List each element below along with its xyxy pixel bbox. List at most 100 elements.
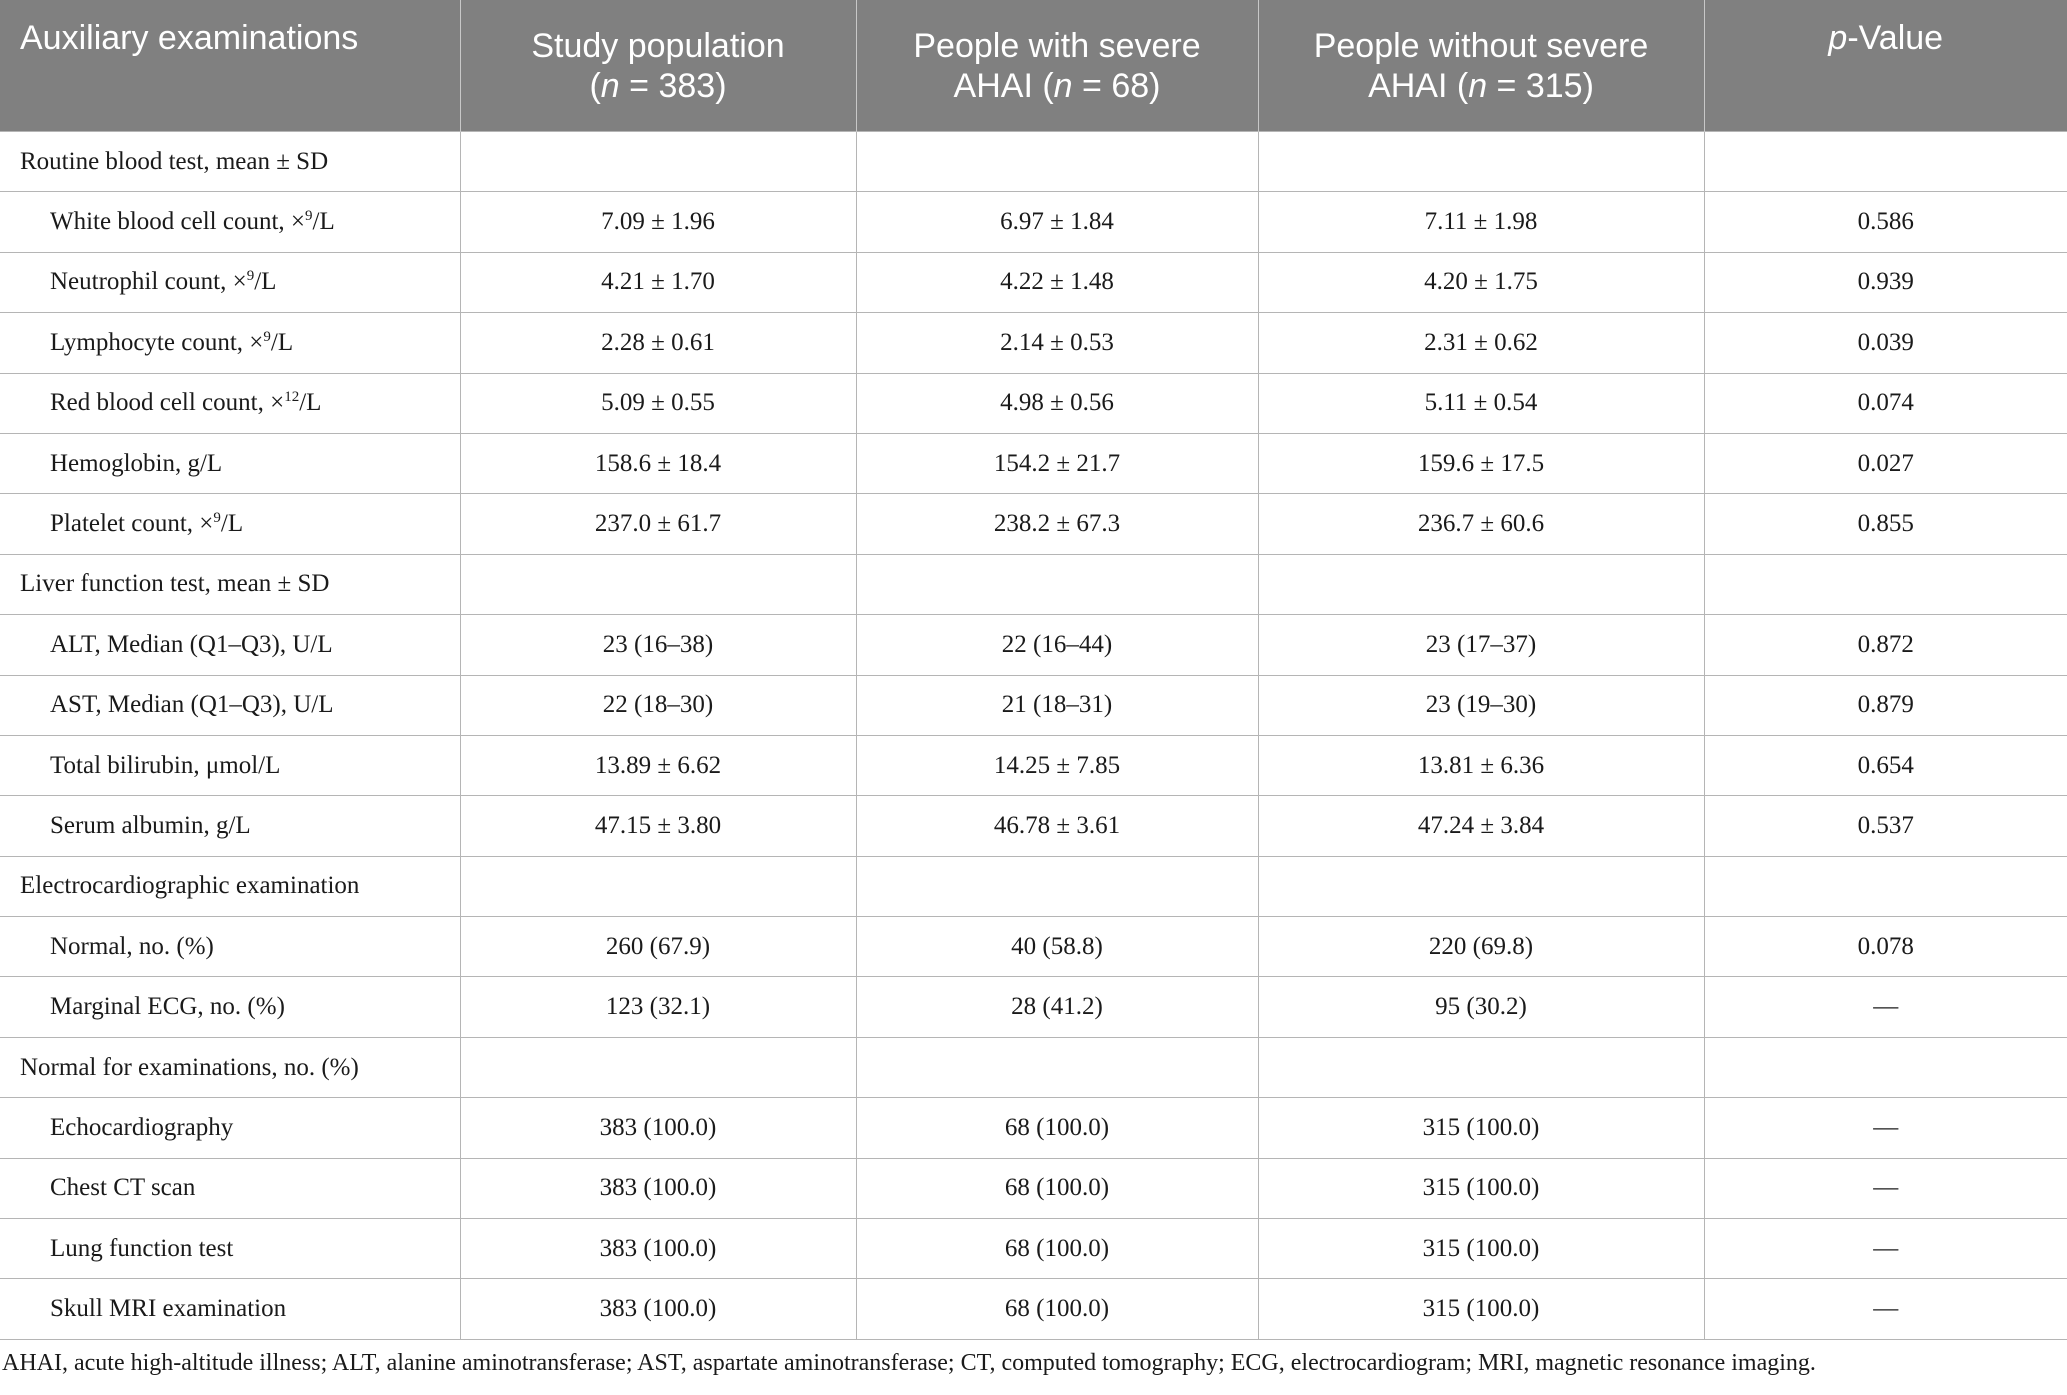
severe-ahai-cell: 68 (100.0) (855, 1157, 1258, 1219)
p-value-cell: 0.039 (1703, 312, 2067, 374)
without-severe-ahai-cell: 7.11 ± 1.98 (1257, 191, 1704, 253)
unit-suffix: /L (312, 208, 335, 236)
table-row: Marginal ECG, no. (%) 123 (32.1) 28 (41.2)… (0, 976, 2067, 1038)
study-population-cell: 7.09 ± 1.96 (459, 191, 856, 253)
severe-ahai-cell: 238.2 ± 67.3 (855, 493, 1258, 555)
row-label-cell: Skull MRI examination (0, 1278, 460, 1340)
severe-ahai-cell: 4.98 ± 0.56 (855, 372, 1258, 434)
p-value-cell: 0.078 (1703, 916, 2067, 977)
without-severe-ahai-cell: 236.7 ± 60.6 (1257, 493, 1704, 555)
study-population-cell: 2.28 ± 0.61 (459, 312, 856, 374)
row-label-cell: Total bilirubin, μmol/L (0, 734, 460, 796)
header-col3-pre: AHAI ( (1368, 66, 1469, 105)
p-value-cell: 0.537 (1703, 795, 2067, 857)
study-population-cell: 13.89 ± 6.62 (459, 734, 856, 796)
without-severe-ahai-cell: 23 (17–37) (1257, 614, 1704, 676)
table-body: Routine blood test, mean ± SD White blood… (0, 130, 2067, 1340)
table-row: Lung function test 383 (100.0) 68 (100.0) 3… (0, 1218, 2067, 1279)
study-population-cell: 158.6 ± 18.4 (459, 432, 856, 494)
header-col3-line2: AHAI (n = 315) (1271, 66, 1692, 106)
severe-ahai-cell: 46.78 ± 3.61 (855, 795, 1258, 857)
row-label: Total bilirubin, μmol/L (50, 751, 281, 779)
p-value-cell (1703, 130, 2067, 192)
header-auxiliary-examinations: Auxiliary examinations (0, 0, 460, 132)
unit-suffix: /L (270, 328, 294, 356)
study-population-cell: 22 (18–30) (459, 674, 856, 736)
header-col2-line1: People with severe (913, 26, 1201, 65)
row-label: White blood cell count, × (50, 208, 306, 236)
p-value-cell: 0.654 (1703, 734, 2067, 796)
header-col1-rest: = 383) (619, 66, 727, 105)
p-value-cell: — (1703, 1278, 2067, 1340)
without-severe-ahai-cell (1257, 1036, 1704, 1098)
section-row: Normal for examinations, no. (%) (0, 1036, 2067, 1098)
header-col0-text: Auxiliary examinations (20, 19, 359, 57)
study-population-cell: 47.15 ± 3.80 (459, 795, 856, 857)
row-label: Skull MRI examination (50, 1295, 287, 1323)
p-value-cell: — (1703, 1097, 2067, 1159)
p-value-cell (1703, 1036, 2067, 1098)
study-population-cell: 23 (16–38) (459, 614, 856, 676)
severe-ahai-cell (855, 553, 1258, 615)
study-population-cell (459, 1036, 856, 1098)
study-population-cell: 123 (32.1) (459, 976, 856, 1038)
row-label: Normal, no. (%) (50, 932, 214, 960)
section-row: Electrocardiographic examination (0, 855, 2067, 917)
table-row: Serum albumin, g/L 47.15 ± 3.80 46.78 ± 3.… (0, 795, 2067, 857)
section-label-cell: Electrocardiographic examination (0, 855, 460, 917)
row-label-cell: Normal, no. (%) (0, 916, 460, 977)
row-label: Hemoglobin, g/L (50, 449, 223, 477)
p-value-cell: 0.872 (1703, 614, 2067, 676)
row-label-cell: Echocardiography (0, 1097, 460, 1159)
without-severe-ahai-cell: 220 (69.8) (1257, 916, 1704, 977)
row-label-cell: Lung function test (0, 1218, 460, 1279)
study-population-cell: 383 (100.0) (459, 1278, 856, 1340)
table-footnote: AHAI, acute high-altitude illness; ALT, … (2, 1350, 1816, 1376)
unit-exponent: 12 (284, 389, 300, 406)
without-severe-ahai-cell (1257, 130, 1704, 192)
without-severe-ahai-cell: 159.6 ± 17.5 (1257, 432, 1704, 494)
without-severe-ahai-cell: 315 (100.0) (1257, 1278, 1704, 1340)
table-row: White blood cell count, ×9/L 7.09 ± 1.96 6… (0, 191, 2067, 253)
header-row: Auxiliary examinations Study population … (0, 0, 2067, 132)
row-label-cell: Marginal ECG, no. (%) (0, 976, 460, 1038)
table-row: ALT, Median (Q1–Q3), U/L 23 (16–38) 22 (16… (0, 614, 2067, 676)
severe-ahai-cell: 6.97 ± 1.84 (855, 191, 1258, 253)
row-label-cell: Chest CT scan (0, 1157, 460, 1219)
without-severe-ahai-cell (1257, 855, 1704, 917)
p-value-cell: 0.027 (1703, 432, 2067, 494)
row-label: Red blood cell count, × (50, 389, 285, 417)
header-study-population: Study population (n = 383) (459, 0, 856, 132)
section-label-cell: Liver function test, mean ± SD (0, 553, 460, 615)
row-label-cell: AST, Median (Q1–Q3), U/L (0, 674, 460, 736)
section-label-cell: Normal for examinations, no. (%) (0, 1036, 460, 1098)
without-severe-ahai-cell: 315 (100.0) (1257, 1157, 1704, 1219)
without-severe-ahai-cell: 23 (19–30) (1257, 674, 1704, 736)
study-population-cell: 383 (100.0) (459, 1218, 856, 1279)
row-label-cell: Red blood cell count, ×12/L (0, 372, 460, 434)
severe-ahai-cell (855, 855, 1258, 917)
p-value-cell: 0.074 (1703, 372, 2067, 434)
header-without-severe-ahai: People without severe AHAI (n = 315) (1257, 0, 1704, 132)
row-label-cell: Platelet count, ×9/L (0, 493, 460, 555)
severe-ahai-cell: 68 (100.0) (855, 1278, 1258, 1340)
unit-suffix: /L (254, 268, 277, 296)
row-label-cell: Serum albumin, g/L (0, 795, 460, 857)
header-col2-rest: = 68) (1072, 66, 1161, 105)
severe-ahai-cell: 154.2 ± 21.7 (855, 432, 1258, 494)
section-label-cell: Routine blood test, mean ± SD (0, 130, 460, 192)
table-row: Total bilirubin, μmol/L 13.89 ± 6.62 14.25… (0, 734, 2067, 796)
header-col3-n: n (1468, 66, 1488, 105)
header-col1-line1: Study population (531, 26, 785, 65)
header-col2-n: n (1053, 66, 1073, 105)
study-population-cell: 4.21 ± 1.70 (459, 251, 856, 313)
severe-ahai-cell: 28 (41.2) (855, 976, 1258, 1038)
severe-ahai-cell: 40 (58.8) (855, 916, 1258, 977)
row-label-cell: ALT, Median (Q1–Q3), U/L (0, 614, 460, 676)
auxiliary-examinations-table: Auxiliary examinations Study population … (0, 0, 2067, 1340)
study-population-cell: 383 (100.0) (459, 1157, 856, 1219)
without-severe-ahai-cell: 47.24 ± 3.84 (1257, 795, 1704, 857)
severe-ahai-cell (855, 1036, 1258, 1098)
unit-exponent: 9 (263, 328, 271, 345)
row-label-cell: Neutrophil count, ×9/L (0, 251, 460, 313)
